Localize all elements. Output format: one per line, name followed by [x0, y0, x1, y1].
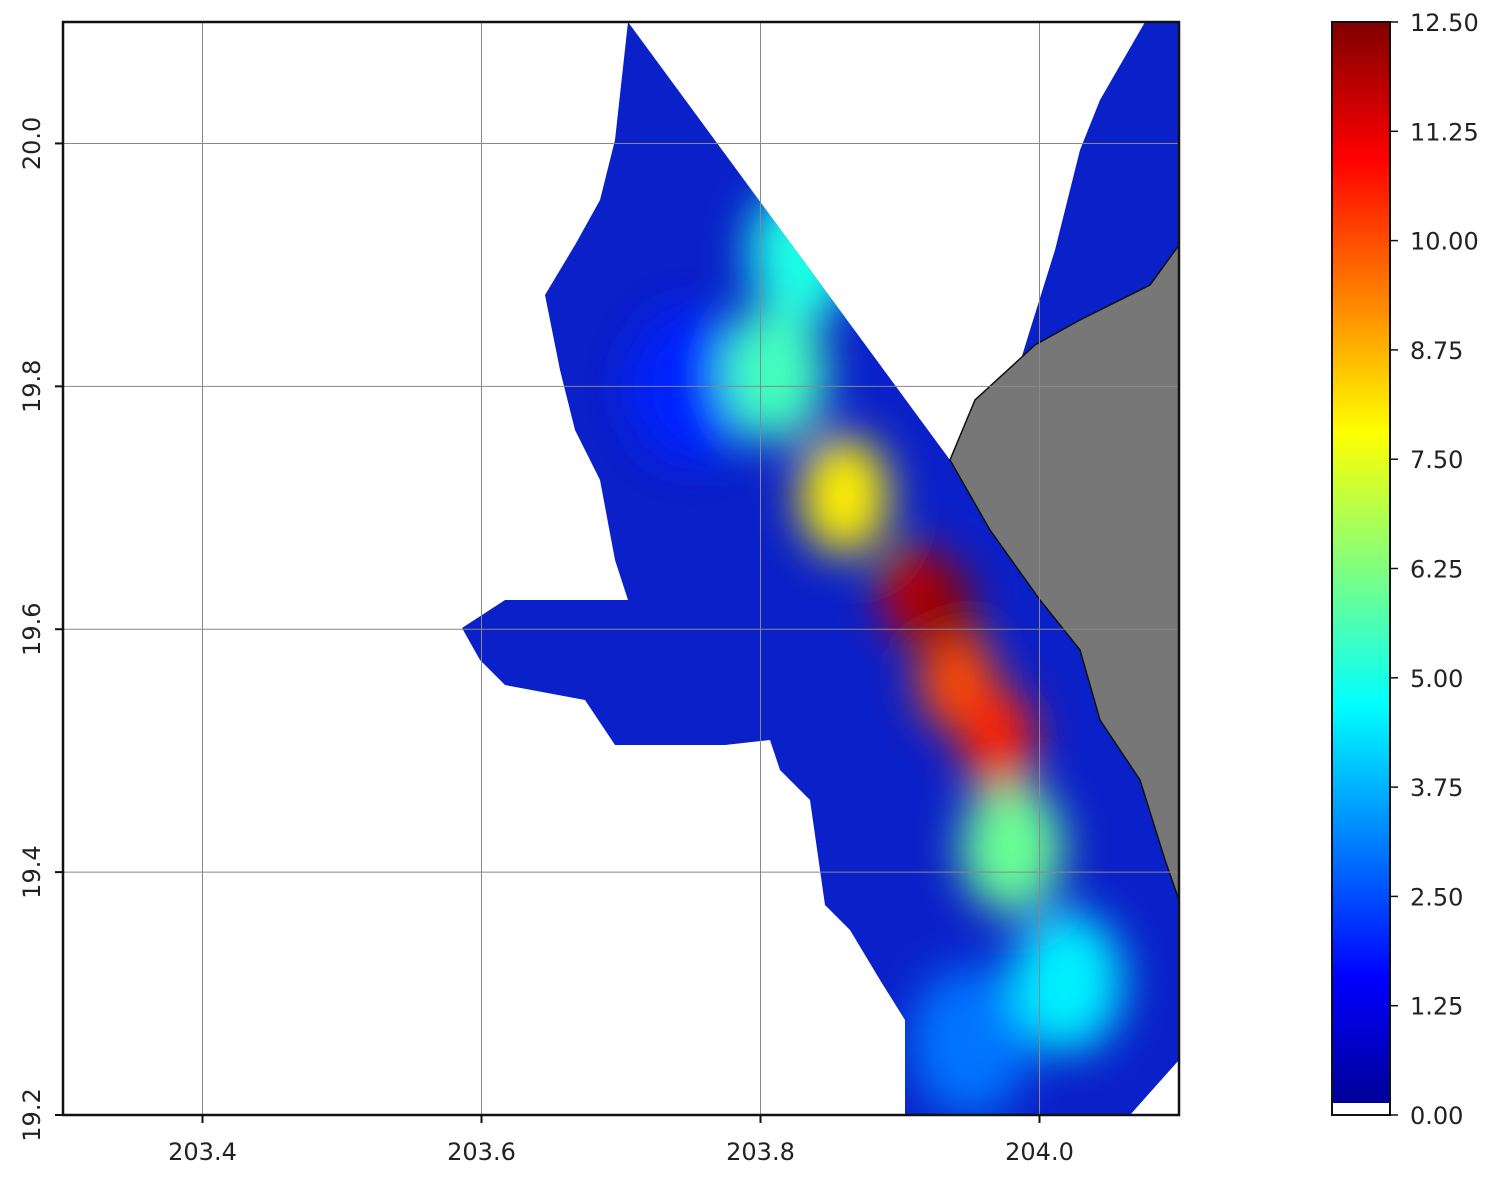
- colorbar-tick-label: 0.00: [1410, 1102, 1463, 1130]
- colorbar-tick-label: 12.50: [1410, 9, 1479, 37]
- colorbar-tick-label: 8.75: [1410, 337, 1463, 365]
- x-tick-label: 203.8: [726, 1138, 795, 1166]
- y-tick-label: 19.6: [18, 603, 46, 656]
- ocean-fill: [462, 22, 1179, 1115]
- colorbar-tick-label: 1.25: [1410, 993, 1463, 1021]
- heat-spot: [782, 32, 878, 158]
- y-tick-label: 19.4: [18, 845, 46, 898]
- y-tick-label: 19.2: [18, 1088, 46, 1141]
- plot-frame: [61, 20, 1181, 1117]
- heat-spot: [1011, 910, 1123, 1053]
- y-tick-label: 20.0: [18, 117, 46, 170]
- colorbar-tick-label: 2.50: [1410, 883, 1463, 911]
- heat-spot: [799, 436, 889, 556]
- land: [949, 242, 1180, 901]
- heat-spot: [960, 782, 1063, 914]
- colorbar: [1331, 21, 1391, 1116]
- x-tick-label: 203.6: [447, 1138, 516, 1166]
- heat-spot: [909, 966, 1031, 1115]
- colorbar-tick-label: 7.50: [1410, 446, 1463, 474]
- x-tick-label: 204.0: [1005, 1138, 1074, 1166]
- y-tick-label: 19.8: [18, 360, 46, 413]
- colorbar-tick-label: 6.25: [1410, 556, 1463, 584]
- colorbar-tick-label: 3.75: [1410, 774, 1463, 802]
- heat-spot: [748, 183, 857, 322]
- heat-spot: [911, 559, 973, 651]
- colorbar-zero: [1333, 1103, 1389, 1114]
- heat-spot: [961, 687, 1035, 790]
- colorbar-tick-label: 5.00: [1410, 665, 1463, 693]
- x-tick-label: 203.4: [168, 1138, 237, 1166]
- colorbar-tick-label: 10.00: [1410, 228, 1479, 256]
- heat-spot: [722, 306, 827, 442]
- ocean: [462, 22, 1179, 1115]
- colorbar-tick-label: 11.25: [1410, 118, 1479, 146]
